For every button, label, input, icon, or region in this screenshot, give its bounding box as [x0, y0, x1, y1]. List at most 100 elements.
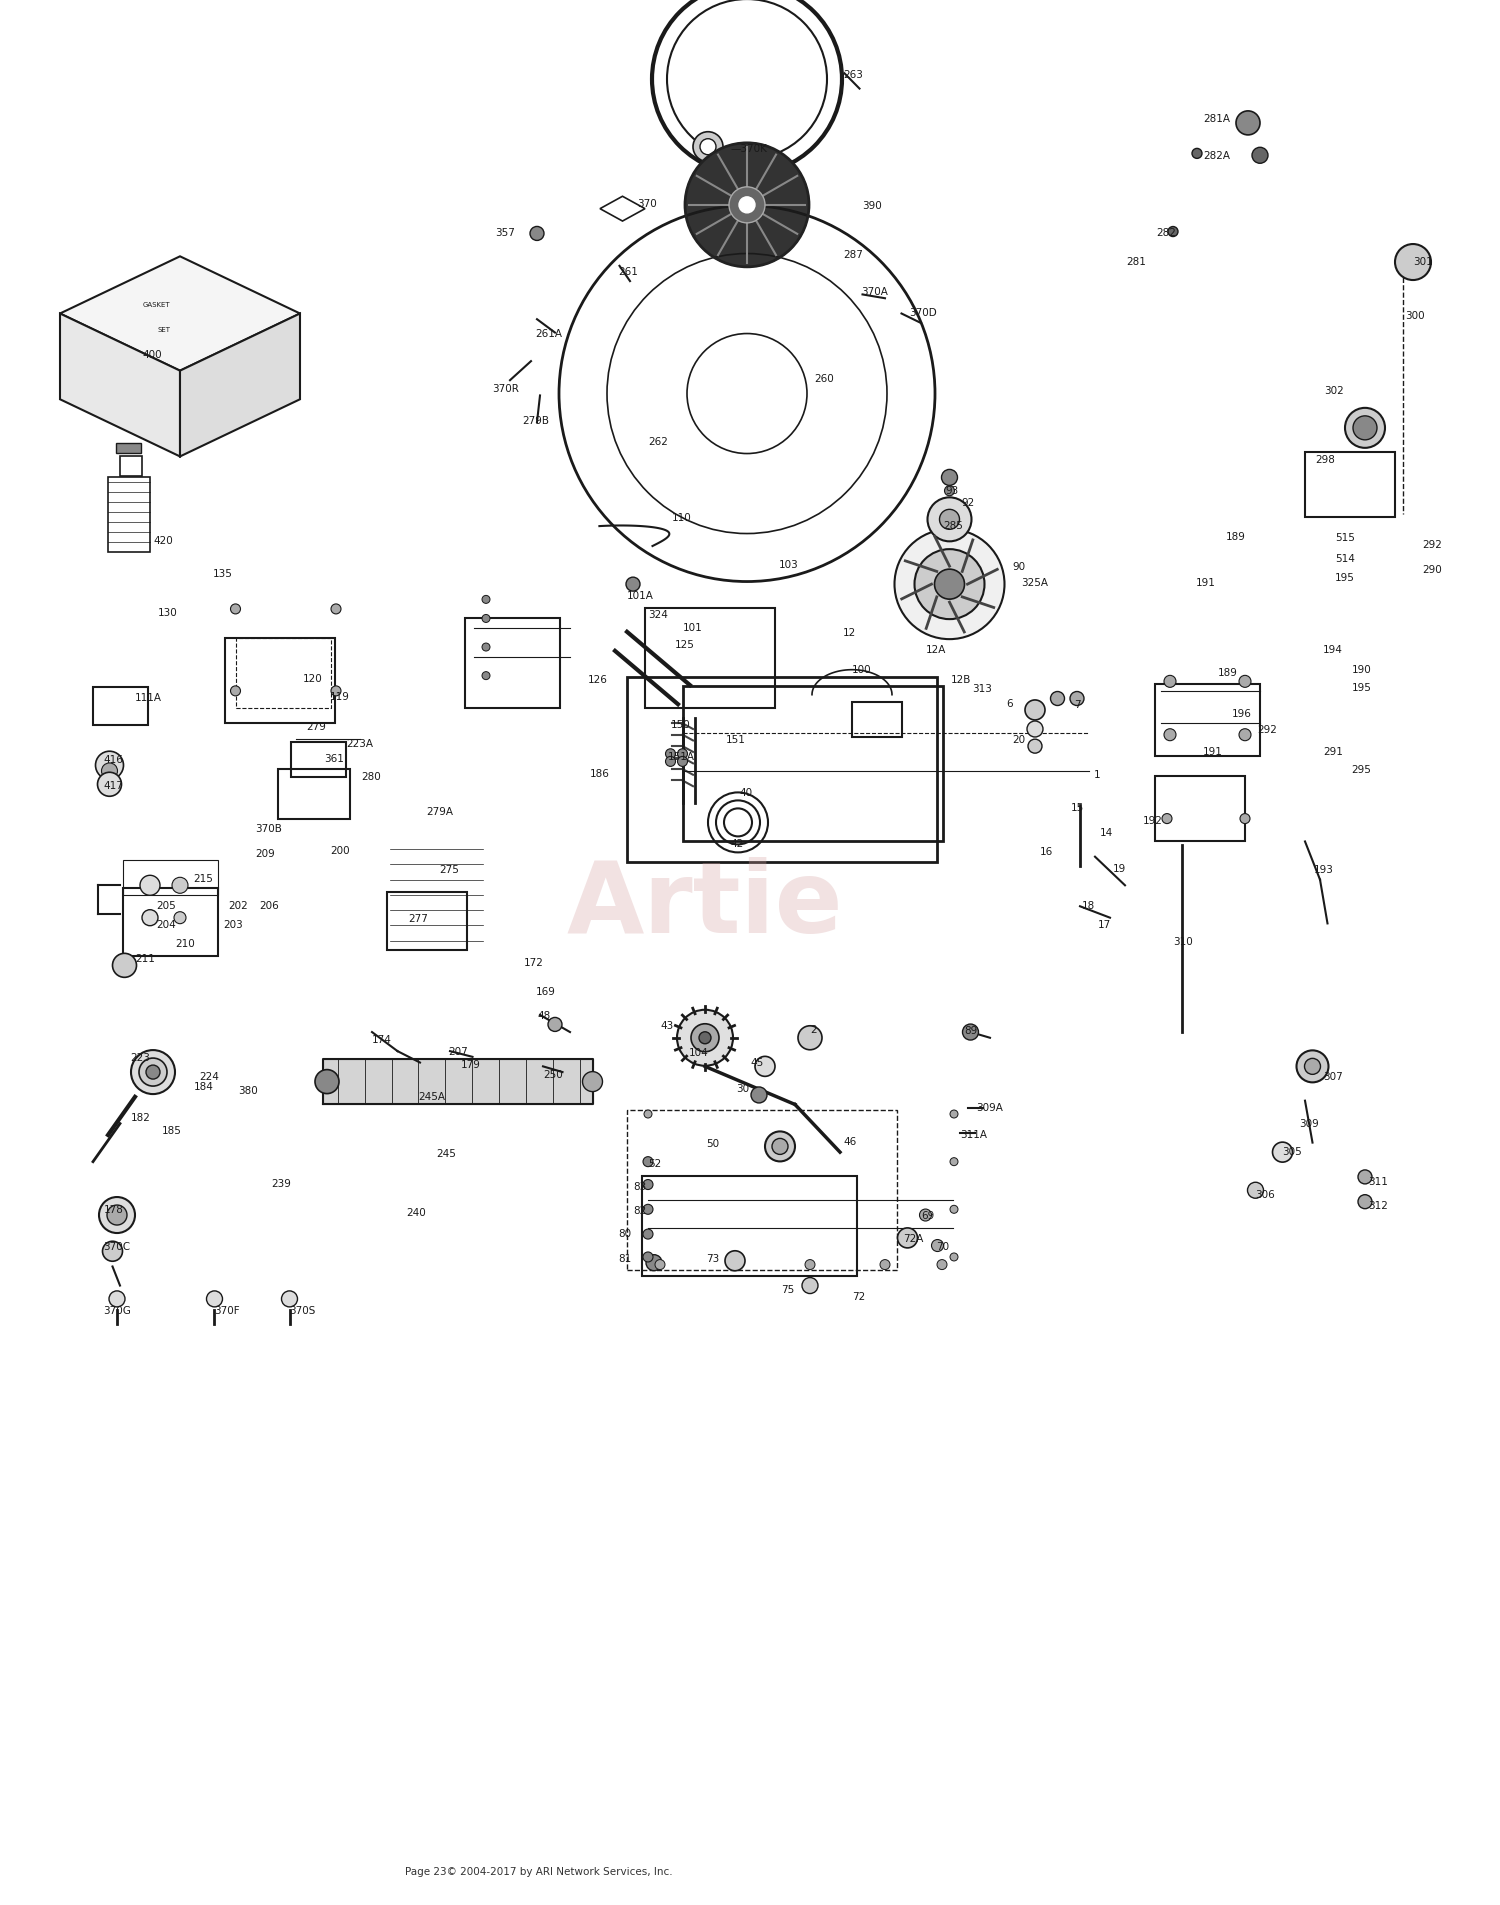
Circle shape	[1028, 739, 1042, 754]
Text: 189: 189	[1218, 667, 1237, 678]
Circle shape	[752, 1088, 766, 1103]
Polygon shape	[686, 143, 808, 269]
Text: 305: 305	[1282, 1147, 1302, 1156]
Circle shape	[548, 1017, 562, 1033]
Text: 52: 52	[648, 1158, 662, 1168]
Circle shape	[582, 1073, 603, 1092]
Text: 285: 285	[944, 520, 963, 531]
Text: 370D: 370D	[909, 307, 936, 318]
Text: 262: 262	[648, 436, 668, 448]
Text: 119: 119	[330, 692, 350, 701]
Circle shape	[98, 773, 122, 796]
Text: 224: 224	[200, 1071, 219, 1082]
Circle shape	[1236, 112, 1260, 135]
Circle shape	[692, 1025, 718, 1052]
Text: 12: 12	[843, 627, 856, 638]
Circle shape	[1050, 692, 1065, 707]
Text: 195: 195	[1335, 572, 1354, 583]
Circle shape	[1070, 692, 1084, 707]
Text: 92: 92	[962, 497, 975, 509]
Text: Artie: Artie	[567, 857, 843, 952]
Bar	[1155, 777, 1245, 842]
Text: 40: 40	[740, 787, 753, 798]
Polygon shape	[60, 314, 180, 457]
Text: 245A: 245A	[419, 1092, 446, 1101]
Circle shape	[1239, 676, 1251, 688]
Text: 193: 193	[1314, 865, 1334, 874]
Circle shape	[96, 752, 123, 779]
Text: 184: 184	[194, 1082, 213, 1092]
Circle shape	[950, 1206, 958, 1213]
Circle shape	[1164, 676, 1176, 688]
Bar	[627, 678, 938, 863]
Text: 306: 306	[1256, 1189, 1275, 1200]
Text: 178: 178	[104, 1204, 123, 1215]
Circle shape	[932, 1240, 944, 1252]
Circle shape	[942, 471, 957, 486]
Circle shape	[806, 1259, 814, 1271]
Text: 18: 18	[1082, 901, 1095, 911]
Text: 370C: 370C	[104, 1242, 130, 1252]
Circle shape	[1296, 1052, 1329, 1082]
Bar	[645, 610, 776, 709]
Text: 292: 292	[1422, 539, 1442, 551]
Text: 277: 277	[408, 912, 428, 924]
Text: 281A: 281A	[1203, 114, 1230, 124]
Text: 312: 312	[1368, 1200, 1388, 1212]
Text: 390: 390	[862, 200, 882, 211]
Bar	[123, 888, 218, 956]
Text: 250: 250	[543, 1069, 562, 1080]
Text: 7: 7	[1074, 699, 1080, 711]
Polygon shape	[180, 314, 300, 457]
Text: 240: 240	[406, 1208, 426, 1217]
Text: 196: 196	[1232, 709, 1251, 718]
Text: 12B: 12B	[951, 674, 972, 686]
Circle shape	[1164, 730, 1176, 741]
Text: 70: 70	[936, 1240, 950, 1252]
Text: 15: 15	[1071, 802, 1084, 813]
Circle shape	[174, 912, 186, 924]
Text: 200: 200	[330, 846, 350, 855]
Text: 203: 203	[224, 920, 243, 930]
Text: 324: 324	[648, 610, 668, 619]
Text: 313: 313	[972, 684, 992, 693]
Text: 69: 69	[921, 1210, 934, 1221]
Text: 298: 298	[1316, 455, 1335, 465]
Bar	[682, 688, 942, 842]
Text: 195: 195	[1352, 682, 1371, 693]
Text: 191: 191	[1203, 747, 1222, 756]
Text: 307: 307	[1323, 1071, 1342, 1082]
Circle shape	[140, 876, 160, 895]
Circle shape	[1192, 149, 1202, 160]
Text: 135: 135	[213, 568, 232, 579]
Text: 260: 260	[815, 373, 834, 385]
Circle shape	[1305, 1059, 1320, 1074]
Circle shape	[678, 756, 687, 768]
Circle shape	[724, 1252, 746, 1271]
Text: 151A: 151A	[668, 751, 694, 762]
Text: SET: SET	[158, 326, 171, 333]
Text: 191: 191	[1196, 577, 1215, 589]
Text: 279B: 279B	[522, 415, 549, 427]
Text: 82: 82	[633, 1206, 646, 1215]
Text: 309A: 309A	[976, 1103, 1004, 1113]
Text: 103: 103	[778, 560, 798, 570]
Polygon shape	[322, 1059, 592, 1105]
Circle shape	[765, 1132, 795, 1162]
Text: 514: 514	[1335, 554, 1354, 564]
Circle shape	[112, 954, 136, 977]
Circle shape	[644, 1156, 652, 1168]
Text: 211: 211	[135, 952, 154, 964]
Text: 282: 282	[1156, 227, 1176, 238]
Text: 223A: 223A	[346, 739, 374, 749]
Text: 2: 2	[810, 1025, 816, 1034]
Circle shape	[102, 764, 117, 779]
Text: 515: 515	[1335, 533, 1354, 543]
Bar	[1305, 453, 1395, 518]
Text: 207: 207	[448, 1046, 468, 1057]
Text: 111A: 111A	[135, 692, 162, 703]
Circle shape	[1028, 722, 1042, 737]
Circle shape	[920, 1210, 932, 1221]
Circle shape	[740, 198, 754, 213]
Circle shape	[644, 1206, 652, 1213]
